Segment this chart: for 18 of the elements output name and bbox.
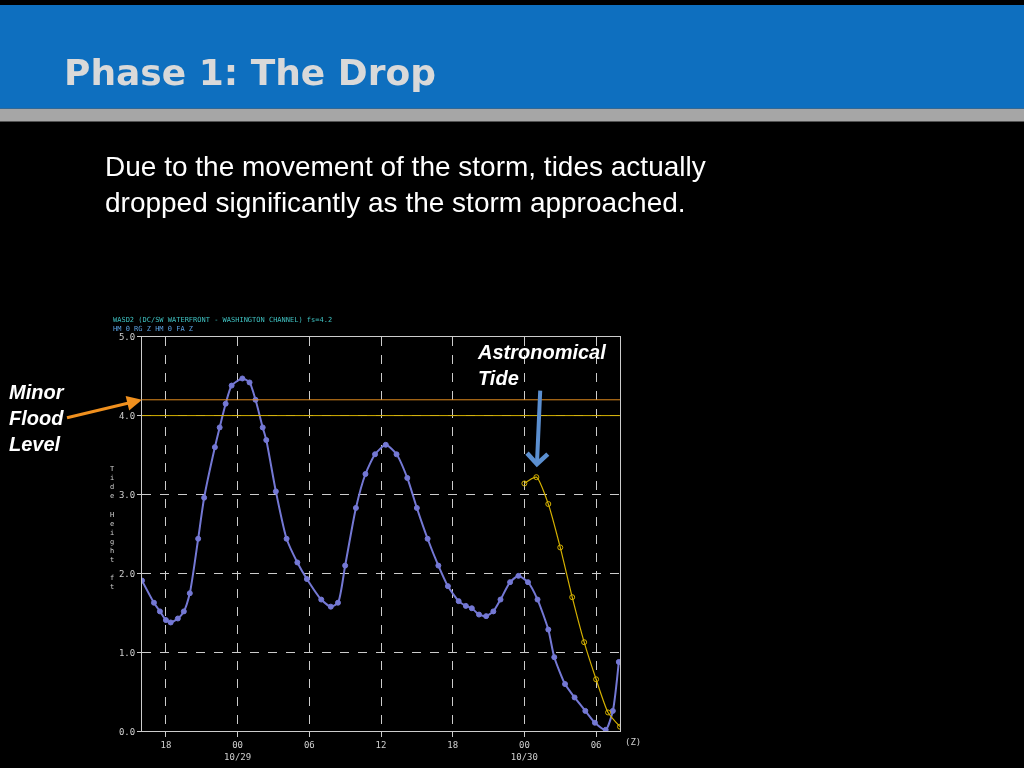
text: (Z) <box>625 737 642 747</box>
chart-subtitle: Due to the movement of the storm, tides actually dropped significantly as the storm approached. <box>105 151 706 219</box>
x-tick-label: 18 <box>160 740 172 751</box>
annotation: Minor Flood Level <box>9 381 65 455</box>
y-tick-label: 2.0 <box>118 568 136 579</box>
x-tick-label: 18 <box>447 740 459 751</box>
y-tick-label: 3.0 <box>118 489 136 500</box>
x-tick-label: 00 10/29 <box>224 740 252 762</box>
y-tick-label: 0.0 <box>118 726 136 737</box>
annotation: Astronomical Tide <box>477 341 607 389</box>
x-tick-label: 06 <box>590 740 602 751</box>
y-tick-label: 4.0 <box>118 410 136 421</box>
x-tick-label: 00 10/30 <box>510 740 538 762</box>
chart-title: Phase 1: The Drop <box>64 52 436 93</box>
x-tick-label: 06 <box>303 740 315 751</box>
x-tick-label: 12 <box>375 740 387 751</box>
y-tick-label: 1.0 <box>118 647 136 658</box>
y-tick-label: 5.0 <box>118 331 136 342</box>
